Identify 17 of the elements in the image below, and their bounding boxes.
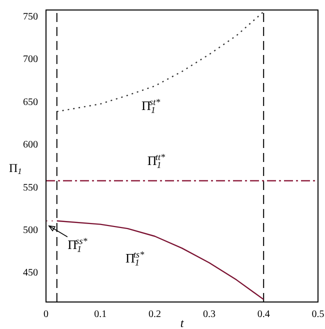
y-axis-title: Π$_{1}$ (9, 161, 22, 176)
x-tick-label: 0.2 (148, 309, 162, 320)
y-tick-label: 600 (23, 140, 38, 151)
line-series (56, 220, 264, 300)
x-axis-title: t (180, 316, 184, 329)
x-tick-label: 0.5 (312, 309, 324, 320)
y-tick-label: 650 (23, 96, 38, 108)
y-tick-label: 450 (23, 268, 38, 279)
y-tick-label: 550 (23, 182, 38, 194)
x-tick-label: 0.3 (202, 309, 216, 320)
y-tick-label: 700 (23, 54, 38, 66)
line-series (56, 11, 264, 112)
y-tick-label: 500 (23, 224, 38, 236)
x-tick-label: 0.1 (94, 309, 107, 320)
x-tick-label: 0.4 (257, 309, 270, 320)
x-tick-label: 0 (44, 309, 48, 320)
y-tick-label: 750 (23, 12, 38, 23)
